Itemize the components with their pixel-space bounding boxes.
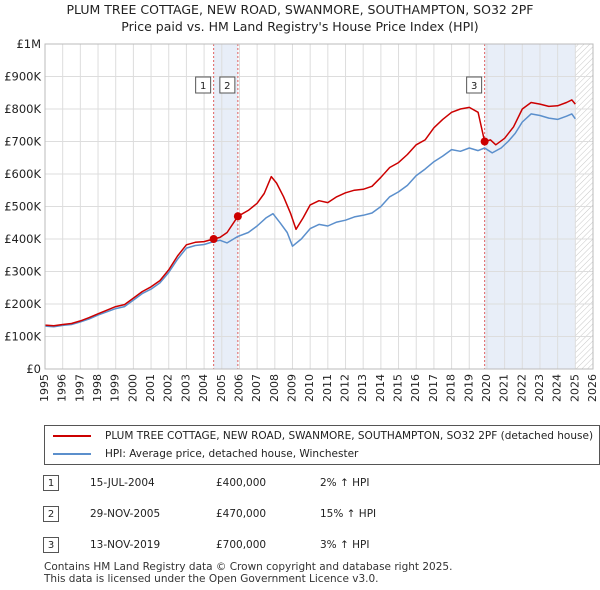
x-tick-label: 2015 [392, 374, 405, 402]
sale-number-badge: 3 [43, 537, 59, 553]
legend-label-property: PLUM TREE COTTAGE, NEW ROAD, SWANMORE, S… [105, 430, 594, 442]
y-tick-label: £300K [4, 265, 41, 279]
sale-price: £400,000 [216, 477, 267, 489]
sale-number-badge: 1 [43, 475, 59, 491]
x-tick-label: 2019 [462, 374, 475, 402]
x-tick-label: 2013 [356, 374, 369, 402]
y-tick-label: £100K [4, 330, 41, 344]
x-tick-label: 2005 [215, 374, 228, 402]
y-tick-label: £400K [4, 232, 41, 246]
y-tick-label: £800K [4, 102, 41, 116]
legend-swatch-property [53, 435, 91, 437]
price-chart: 1 2 3 £0 £100K £200K £300K £400K £500K £600K £700… [4, 37, 599, 402]
legend: PLUM TREE COTTAGE, NEW ROAD, SWANMORE, S… [44, 425, 600, 465]
sale-hpi-change: 15% ↑ HPI [320, 508, 377, 520]
x-tick-label: 1996 [56, 374, 69, 402]
sale-row: 2 29-NOV-2005 £470,000 15% ↑ HPI [0, 506, 600, 524]
x-tick-label: 2010 [303, 374, 316, 402]
x-tick-label: 1999 [109, 374, 122, 402]
sale-point [480, 137, 489, 146]
legend-swatch-hpi [53, 453, 91, 455]
sale-marker-label: 2 [224, 81, 230, 92]
sale-row: 3 13-NOV-2019 £700,000 3% ↑ HPI [0, 537, 600, 555]
series-line [44, 113, 576, 328]
sale-date: 29-NOV-2005 [90, 508, 161, 520]
y-tick-label: £900K [4, 70, 41, 84]
x-tick-label: 2020 [480, 374, 493, 402]
sale-marker-label: 3 [471, 81, 477, 92]
sale-marker-badge [195, 76, 212, 94]
x-tick-label: 2017 [427, 374, 440, 402]
legend-item-hpi: HPI: Average price, detached house, Winc… [53, 445, 358, 463]
x-tick-label: 2006 [232, 374, 245, 402]
x-tick-label: 2007 [250, 374, 263, 402]
x-tick-label: 2011 [321, 374, 334, 402]
x-tick-label: 2021 [498, 374, 511, 402]
sale-marker-badge [219, 76, 236, 94]
footer-copyright: Contains HM Land Registry data © Crown c… [44, 561, 453, 573]
x-tick-label: 2008 [268, 374, 281, 402]
x-tick-label: 2001 [144, 374, 157, 402]
x-tick-label: 1997 [73, 374, 86, 402]
chart-subtitle: Price paid vs. HM Land Registry's House … [121, 19, 479, 34]
sale-hpi-change: 3% ↑ HPI [320, 539, 370, 551]
x-tick-label: 2023 [533, 374, 546, 402]
y-tick-label: £0 [26, 362, 41, 376]
sale-price: £470,000 [216, 508, 267, 520]
y-tick-label: £1M [16, 37, 41, 51]
sale-date: 13-NOV-2019 [90, 539, 161, 551]
chart-title: PLUM TREE COTTAGE, NEW ROAD, SWANMORE, S… [66, 2, 534, 17]
sale-number-badge: 2 [43, 506, 59, 522]
footer-license: This data is licensed under the Open Gov… [44, 573, 379, 585]
legend-label-hpi: HPI: Average price, detached house, Winc… [105, 448, 359, 460]
x-tick-label: 2002 [162, 374, 175, 402]
plot-frame [44, 43, 594, 370]
y-tick-label: £600K [4, 167, 41, 181]
x-tick-label: 2018 [445, 374, 458, 402]
x-tick-label: 2026 [586, 374, 599, 402]
x-tick-label: 1998 [91, 374, 104, 402]
x-tick-label: 2003 [179, 374, 192, 402]
sale-marker-label: 1 [200, 81, 206, 92]
y-tick-label: £200K [4, 297, 41, 311]
y-tick-label: £700K [4, 135, 41, 149]
sale-price: £700,000 [216, 539, 267, 551]
sale-marker-badge [466, 76, 483, 94]
x-tick-label: 2024 [551, 374, 564, 402]
x-tick-label: 2004 [197, 374, 210, 402]
series-line [44, 99, 576, 327]
x-tick-label: 2022 [515, 374, 528, 402]
x-tick-label: 2012 [339, 374, 352, 402]
x-tick-label: 2009 [285, 374, 298, 402]
sale-date: 15-JUL-2004 [90, 477, 155, 489]
x-tick-label: 2000 [126, 374, 139, 402]
x-tick-label: 2025 [568, 374, 581, 402]
sale-hpi-change: 2% ↑ HPI [320, 477, 370, 489]
x-tick-label: 2016 [409, 374, 422, 402]
y-tick-label: £500K [4, 200, 41, 214]
legend-item-property: PLUM TREE COTTAGE, NEW ROAD, SWANMORE, S… [53, 427, 593, 445]
sale-row: 1 15-JUL-2004 £400,000 2% ↑ HPI [0, 475, 600, 493]
x-tick-label: 2014 [374, 374, 387, 402]
sale-point [209, 235, 218, 243]
sale-point [233, 212, 242, 221]
x-tick-label: 1995 [38, 374, 51, 402]
